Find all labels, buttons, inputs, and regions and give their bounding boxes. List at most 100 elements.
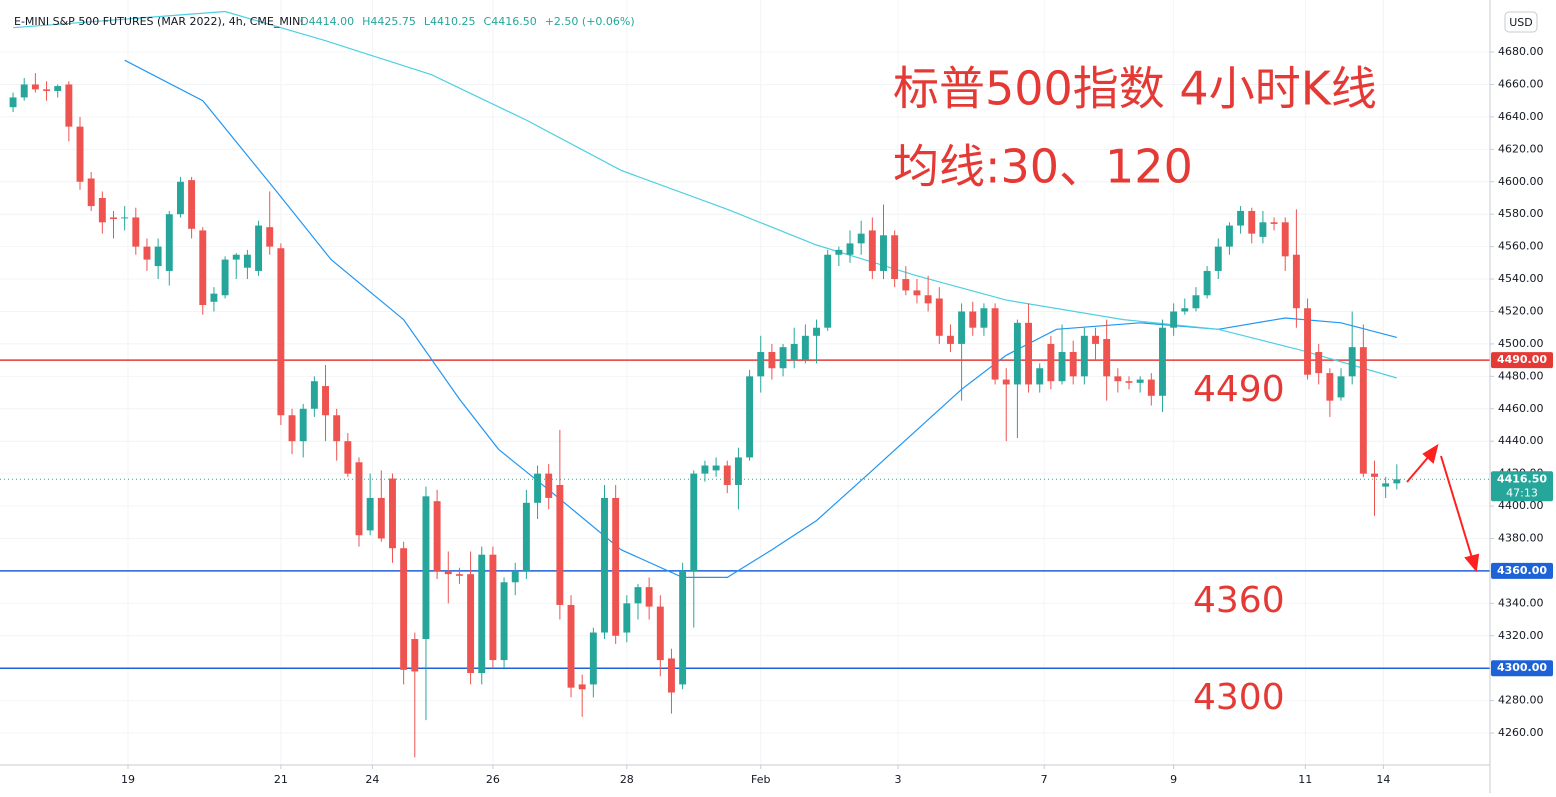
candle-body	[188, 180, 196, 229]
candle-body	[299, 408, 307, 442]
candle-body	[277, 248, 285, 416]
candle-body	[31, 84, 39, 90]
candle-body	[1092, 335, 1099, 344]
ohlc-value: O4414.00	[300, 15, 354, 28]
candle-body	[1114, 376, 1122, 382]
candle-body	[500, 582, 508, 661]
candle-body	[310, 381, 318, 409]
ohlc-value: L4410.25	[424, 15, 476, 28]
y-tick-label: 4560.00	[1498, 240, 1544, 253]
symbol-title: E-MINI S&P 500 FUTURES (MAR 2022), 4h, C…	[14, 15, 304, 28]
candle-body	[612, 497, 620, 636]
candle-body	[734, 457, 742, 485]
candle-body	[1248, 210, 1256, 234]
candle-body	[1337, 376, 1345, 398]
candle-body	[701, 465, 709, 474]
candle-body	[1080, 335, 1088, 377]
x-tick-label: 19	[121, 773, 135, 786]
candle-body	[87, 178, 95, 207]
candle-body	[1359, 347, 1367, 474]
y-tick-label: 4640.00	[1498, 110, 1544, 123]
candle-body	[522, 502, 530, 571]
candle-body	[422, 496, 430, 640]
candle-body	[567, 604, 575, 688]
candle-body	[712, 465, 720, 471]
ohlc-value: +2.50 (+0.06%)	[545, 15, 635, 28]
candle-body	[511, 570, 519, 583]
candle-body	[366, 497, 374, 531]
candle-body	[846, 243, 854, 255]
x-tick-label: 21	[274, 773, 288, 786]
ma-line	[13, 10, 1397, 379]
candle-body	[790, 343, 798, 361]
countdown-label: 47:13	[1506, 486, 1538, 499]
candle-body	[1259, 222, 1267, 237]
candle-body	[489, 554, 497, 661]
x-tick-label: 28	[620, 773, 634, 786]
candle-body	[1181, 308, 1189, 312]
candle-body	[65, 84, 73, 127]
candle-body	[880, 235, 887, 271]
candle-body	[1393, 479, 1401, 484]
candle-body	[165, 214, 173, 271]
candle-body	[556, 484, 564, 605]
arrow-up	[1406, 454, 1431, 483]
last-price-label: 4416.50	[1497, 472, 1547, 485]
candle-body	[768, 352, 776, 369]
y-tick-label: 4500.00	[1498, 337, 1544, 350]
candle-body	[243, 254, 251, 268]
candle-body	[1147, 379, 1155, 396]
y-tick-label: 4280.00	[1498, 694, 1544, 707]
candle-body	[969, 311, 977, 328]
candle-body	[757, 352, 765, 377]
annotation-title: 标普500指数 4小时K线	[893, 62, 1377, 116]
ma-line	[124, 59, 1397, 578]
candle-body	[634, 587, 642, 604]
candle-body	[690, 473, 698, 571]
candle-body	[913, 290, 921, 296]
x-tick-label: 3	[894, 773, 901, 786]
currency-button[interactable]	[1504, 11, 1538, 33]
ohlc-value: H4425.75	[362, 15, 416, 28]
candle-body	[355, 462, 363, 536]
candle-body	[199, 230, 207, 305]
level-note: 4360	[1193, 580, 1285, 621]
candle-body	[389, 478, 396, 549]
candle-body	[43, 89, 50, 91]
candle-body	[444, 570, 452, 575]
candle-body	[1103, 339, 1111, 377]
candle-body	[891, 235, 899, 280]
candle-body	[154, 246, 162, 267]
candle-body	[266, 227, 274, 247]
candle-body	[455, 574, 463, 576]
axes: 4260.00 4280.00 4300.00 4320.00 4340.00 4360.…	[0, 45, 1553, 786]
candle-body	[545, 473, 553, 498]
candle-body	[902, 279, 910, 291]
arrow-down	[1440, 455, 1473, 559]
y-tick-label: 4320.00	[1498, 629, 1544, 642]
candle-body	[132, 217, 140, 247]
arrows	[1406, 443, 1480, 573]
x-tick-label: 24	[365, 773, 379, 786]
levels: 4490 4360 4300	[0, 359, 1490, 718]
candle-body	[1192, 295, 1200, 309]
candle-body	[344, 441, 352, 474]
candle-body	[377, 497, 385, 539]
candle-body	[143, 246, 151, 260]
candle-body	[589, 632, 597, 685]
candle-body	[1025, 322, 1033, 385]
candle-body	[723, 465, 731, 485]
currency-label[interactable]: USD	[1509, 16, 1533, 29]
candle-body	[601, 497, 608, 633]
level-price-label: 4490.00	[1497, 353, 1547, 366]
ohlc-legend: O4414.00 H4425.75 L4410.25 C4416.50 +2.50 (+…	[300, 15, 635, 28]
candle-body	[176, 181, 184, 215]
y-tick-label: 4380.00	[1498, 531, 1544, 544]
x-tick-label: 9	[1170, 773, 1177, 786]
candle-body	[54, 86, 62, 91]
candle-body	[98, 197, 106, 223]
y-tick-label: 4460.00	[1498, 402, 1544, 415]
candle-body	[333, 415, 341, 442]
candle-body	[232, 254, 240, 260]
